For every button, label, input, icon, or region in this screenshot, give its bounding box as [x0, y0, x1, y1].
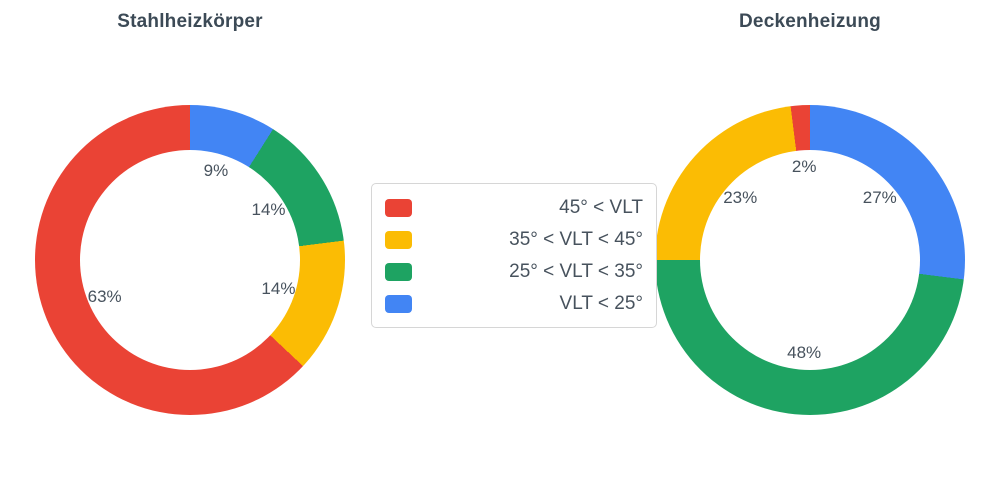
slice-label: 2% [791, 157, 817, 177]
slice-label: 9% [203, 160, 229, 180]
legend-item[interactable]: 45° < VLT [385, 194, 643, 221]
donut-chart-stahlheizkoerper: 63% 14% 14% 9% [35, 105, 345, 415]
slice-label: 23% [723, 188, 758, 208]
slice-label: 14% [261, 278, 296, 298]
legend-item[interactable]: VLT < 25° [385, 290, 643, 317]
legend-label: 25° < VLT < 35° [509, 260, 643, 282]
legend: 45° < VLT 35° < VLT < 45° 25° < VLT < 35° V… [371, 183, 657, 328]
legend-swatch [385, 230, 412, 249]
legend-label: 35° < VLT < 45° [509, 228, 643, 250]
slice-label: 27% [862, 188, 897, 208]
legend-swatch [385, 294, 412, 313]
legend-label: VLT < 25° [559, 292, 643, 314]
legend-swatch [385, 262, 412, 281]
chart-title-deckenheizung: Deckenheizung [739, 11, 881, 32]
donut-hole [700, 150, 920, 370]
legend-item[interactable]: 35° < VLT < 45° [385, 226, 643, 253]
slice-label: 48% [787, 342, 822, 362]
donut-chart-deckenheizung: 2% 23% 48% 27% [655, 105, 965, 415]
legend-label: 45° < VLT [559, 196, 643, 218]
legend-item[interactable]: 25° < VLT < 35° [385, 258, 643, 285]
donut-hole [80, 150, 300, 370]
legend-swatch [385, 198, 412, 217]
chart-title-stahlheizkoerper: Stahlheizkörper [117, 11, 263, 32]
slice-label: 14% [251, 200, 286, 220]
slice-label: 63% [87, 286, 122, 306]
